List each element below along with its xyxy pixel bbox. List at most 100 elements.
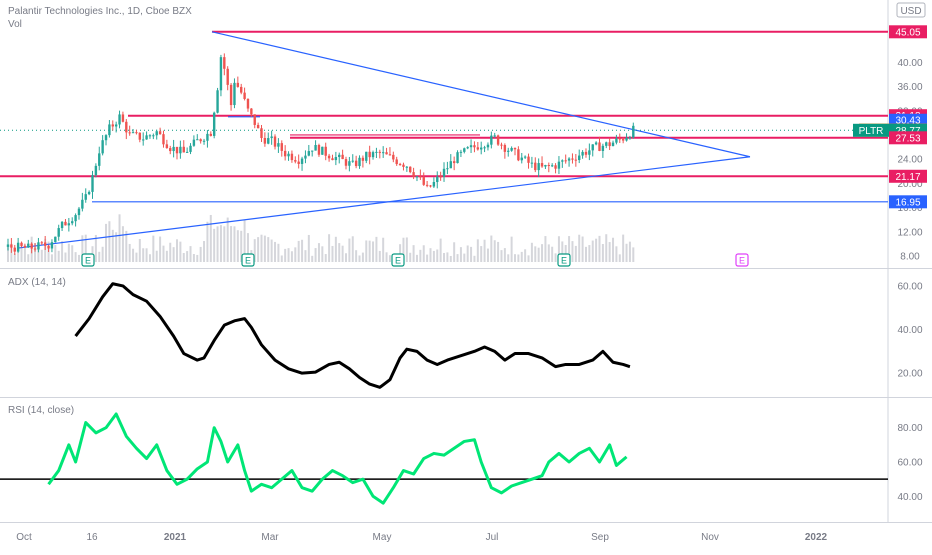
volume-bar — [152, 235, 155, 262]
rsi-axis-tick: 40.00 — [897, 492, 922, 503]
candle-body — [483, 147, 486, 149]
candle-body — [94, 165, 98, 176]
candle-body — [402, 164, 405, 167]
rsi-line — [47, 412, 628, 505]
volume-bar — [7, 245, 9, 262]
candle-body — [530, 162, 534, 164]
rsi-axis-tick: 60.00 — [897, 458, 922, 469]
candle-body — [172, 146, 175, 152]
volume-bar — [274, 241, 277, 262]
volume-bar — [571, 241, 574, 262]
candle-body — [260, 128, 263, 139]
candle-body — [206, 133, 209, 141]
candle-body — [405, 166, 409, 168]
volume-bar — [429, 248, 432, 262]
volume-bar — [145, 248, 148, 262]
candle-body — [632, 125, 635, 138]
volume-bar — [148, 254, 151, 262]
volume-bar — [554, 253, 557, 262]
candle-body — [327, 155, 331, 159]
price-label-value: 27.53 — [895, 133, 920, 144]
candle-body — [300, 158, 304, 164]
candle-body — [101, 140, 104, 154]
candle-body — [91, 175, 94, 192]
candle-body — [534, 162, 537, 171]
candle-body — [398, 164, 402, 166]
volume-bar — [463, 253, 466, 262]
volume-bar — [280, 255, 283, 262]
volume-bar — [240, 230, 243, 262]
volume-bar — [37, 246, 40, 262]
candle-body — [84, 194, 87, 200]
candle-body — [287, 153, 290, 157]
volume-bar — [483, 239, 486, 262]
volume-bar — [348, 238, 351, 262]
volume-bar — [84, 234, 87, 262]
volume-bar — [388, 255, 391, 262]
volume-bar — [23, 244, 26, 262]
volume-bar — [257, 237, 260, 262]
candle-body — [40, 242, 43, 244]
candle-body — [429, 185, 432, 187]
volume-bar — [57, 250, 60, 262]
volume-bar — [301, 239, 304, 262]
volume-bar — [81, 235, 84, 262]
volume-bar — [493, 240, 496, 262]
volume-bar — [199, 246, 202, 262]
volume-bar — [331, 245, 334, 262]
volume-bar — [44, 238, 47, 262]
volume-bar — [557, 236, 560, 262]
adx-axis-tick: 40.00 — [897, 325, 922, 336]
earnings-marker — [241, 253, 255, 267]
price-axis-tick: 24.00 — [897, 155, 922, 166]
candle-body — [456, 152, 459, 164]
volume-bar — [456, 254, 459, 262]
candle-body — [331, 158, 334, 161]
volume-bar — [128, 243, 131, 262]
candle-body — [192, 139, 196, 146]
price-label-name: PLTR — [859, 126, 884, 137]
candle-body — [436, 176, 439, 183]
candle-body — [344, 159, 348, 166]
candle-body — [628, 137, 632, 139]
candle-body — [615, 138, 618, 143]
volume-bar — [581, 236, 584, 262]
price-axis-tick: 40.00 — [897, 58, 922, 69]
adx-axis-tick: 60.00 — [897, 281, 922, 292]
candle-body — [385, 152, 388, 155]
candle-body — [476, 147, 480, 150]
price-label-value: 21.17 — [895, 172, 920, 183]
candle-body — [185, 151, 189, 153]
currency-badge — [896, 2, 926, 18]
candle-body — [452, 161, 456, 164]
volume-bar — [121, 226, 124, 262]
volume-bar — [601, 244, 604, 262]
candle-body — [388, 154, 392, 156]
candle-body — [527, 156, 530, 163]
volume-bar — [432, 250, 435, 262]
volume-bar — [77, 254, 80, 262]
price-axis-tick: 20.00 — [897, 179, 922, 190]
volume-bar — [98, 251, 101, 262]
volume-bar — [101, 246, 104, 262]
candle-body — [77, 208, 81, 216]
time-axis-tick: Jul — [486, 532, 499, 543]
volume-bar — [115, 232, 118, 262]
volume-bar — [598, 235, 601, 262]
earnings-marker-label: E — [85, 256, 91, 266]
volume-bar — [422, 245, 425, 262]
volume-bar — [547, 244, 550, 262]
volume-bar — [591, 240, 594, 262]
volume-bar — [551, 246, 554, 262]
volume-bar — [375, 236, 378, 262]
price-axis-tick: 36.00 — [897, 82, 922, 93]
candle-body — [20, 242, 23, 246]
volume-bar — [574, 245, 577, 262]
volume-bar — [486, 248, 489, 262]
candle-body — [280, 143, 283, 151]
price-label-box — [889, 25, 927, 39]
candle-body — [81, 199, 84, 209]
candle-body — [523, 156, 527, 158]
